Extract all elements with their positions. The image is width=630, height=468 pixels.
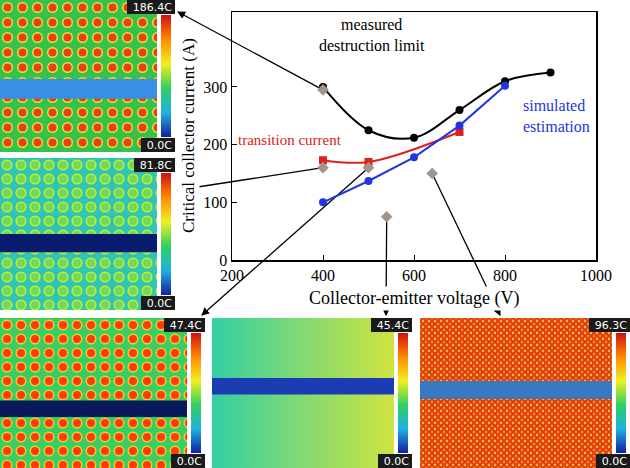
svg-text:0.0C: 0.0C <box>147 139 172 152</box>
svg-text:0.0C: 0.0C <box>177 455 202 468</box>
svg-text:0.0C: 0.0C <box>384 455 409 468</box>
svg-text:600: 600 <box>402 267 426 284</box>
svg-text:Critical collector current (A): Critical collector current (A) <box>179 38 198 233</box>
svg-text:800: 800 <box>493 267 517 284</box>
svg-text:measureddestruction limit: measureddestruction limit <box>319 16 425 54</box>
svg-text:400: 400 <box>311 267 335 284</box>
svg-text:0.0C: 0.0C <box>147 297 172 310</box>
svg-text:0: 0 <box>219 252 227 269</box>
svg-text:simulatedestimation: simulatedestimation <box>523 97 590 135</box>
svg-text:1000: 1000 <box>580 267 612 284</box>
svg-text:200: 200 <box>220 267 244 284</box>
svg-text:45.4C: 45.4C <box>377 319 409 332</box>
svg-text:47.4C: 47.4C <box>170 319 202 332</box>
svg-text:186.4C: 186.4C <box>133 1 172 14</box>
svg-text:0.0C: 0.0C <box>602 455 627 468</box>
svg-text:96.3C: 96.3C <box>595 319 627 332</box>
svg-text:transition current: transition current <box>238 132 342 148</box>
svg-text:200: 200 <box>203 136 227 153</box>
svg-text:100: 100 <box>203 194 227 211</box>
svg-text:300: 300 <box>203 79 227 96</box>
svg-text:81.8C: 81.8C <box>140 159 172 172</box>
svg-text:Collector-emitter voltage (V): Collector-emitter voltage (V) <box>309 288 520 309</box>
